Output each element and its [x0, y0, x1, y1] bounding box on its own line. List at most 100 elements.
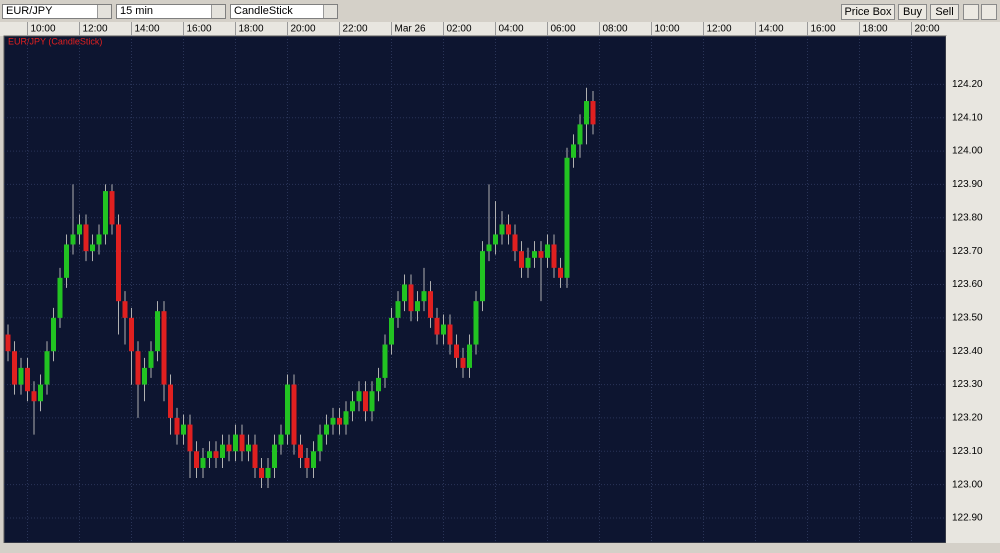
indicator-button[interactable] — [963, 4, 979, 20]
x-tick-label: 18:00 — [239, 24, 264, 35]
x-tick-label: 22:00 — [343, 24, 368, 35]
candle-body — [259, 467, 264, 478]
candle-body — [272, 444, 277, 468]
candle-body — [285, 384, 290, 435]
candle-body — [135, 351, 141, 385]
x-tick-label: 14:00 — [135, 24, 160, 35]
candle-body — [116, 224, 121, 302]
candle-body — [473, 301, 479, 345]
candle-body — [12, 351, 17, 385]
candle-body — [337, 417, 342, 425]
candle-body — [408, 284, 414, 312]
candle-body — [577, 124, 583, 145]
candle-body — [233, 434, 238, 452]
candle-body — [363, 391, 368, 412]
plot-area — [3, 35, 947, 544]
candle-body — [291, 384, 297, 445]
candle-body — [590, 101, 596, 125]
x-tick-label: 10:00 — [31, 24, 56, 35]
candle-body — [558, 267, 563, 278]
candle-body — [38, 384, 43, 402]
candle-body — [194, 451, 199, 468]
candle-body — [525, 257, 531, 268]
draw-button[interactable] — [981, 4, 997, 20]
candle-body — [278, 434, 284, 445]
candle-body — [382, 344, 388, 378]
scrollbar[interactable] — [0, 543, 1000, 553]
candle-body — [499, 224, 505, 235]
chart-title: EUR/JPY (CandleStick) — [8, 36, 102, 46]
x-tick-label: 12:00 — [707, 24, 732, 35]
candle-body — [109, 191, 115, 225]
candle-body — [148, 351, 154, 368]
buy-button[interactable]: Buy — [898, 4, 927, 20]
candle-body — [298, 444, 303, 458]
y-tick-label: 123.90 — [952, 179, 983, 190]
y-tick-label: 123.10 — [952, 446, 983, 457]
candle-body — [480, 251, 485, 302]
y-tick-label: 123.70 — [952, 246, 983, 257]
y-tick-label: 123.60 — [952, 279, 983, 290]
candle-body — [343, 411, 349, 425]
x-tick-label: 18:00 — [863, 24, 888, 35]
sell-button[interactable]: Sell — [930, 4, 959, 20]
x-tick-label: Mar 26 — [395, 24, 427, 35]
candle-body — [467, 344, 472, 368]
x-tick-label: 10:00 — [655, 24, 680, 35]
candle-body — [493, 234, 498, 245]
candle-body — [226, 444, 232, 452]
candle-body — [460, 357, 466, 368]
candle-body — [96, 234, 102, 245]
candle-body — [239, 434, 245, 452]
candle-body — [5, 334, 11, 352]
candle-body — [161, 311, 167, 385]
candle-body — [142, 367, 147, 385]
price-box-button[interactable]: Price Box — [841, 4, 895, 20]
x-tick-label: 16:00 — [187, 24, 212, 35]
candle-body — [512, 234, 518, 252]
candle-body — [252, 444, 258, 468]
y-tick-label: 124.10 — [952, 112, 983, 123]
price-axis-bg — [946, 36, 1000, 543]
candle-body — [304, 457, 310, 468]
candle-body — [486, 244, 492, 252]
symbol-select[interactable]: EUR/JPY — [2, 4, 112, 19]
candle-body — [428, 291, 433, 318]
x-tick-label: 02:00 — [447, 24, 472, 35]
candle-body — [454, 344, 459, 358]
candle-body — [83, 224, 89, 252]
chart-type-select[interactable]: CandleStick — [230, 4, 338, 19]
toolbar: EUR/JPY 15 min CandleStick Price Box Buy… — [0, 0, 1000, 23]
x-tick-label: 04:00 — [499, 24, 524, 35]
candle-body — [447, 324, 453, 345]
candle-body — [25, 367, 30, 392]
candle-body — [402, 284, 407, 302]
candle-body — [187, 424, 193, 452]
candle-body — [415, 301, 420, 312]
candle-body — [584, 101, 589, 125]
y-tick-label: 123.00 — [952, 479, 983, 490]
candle-body — [181, 424, 186, 435]
candle-body — [77, 224, 82, 235]
candle-body — [122, 301, 128, 318]
y-tick-label: 123.40 — [952, 346, 983, 357]
x-tick-label: 16:00 — [811, 24, 836, 35]
candle-body — [103, 191, 108, 235]
candle-body — [220, 444, 225, 458]
candle-body — [31, 391, 37, 402]
candle-body — [545, 244, 550, 258]
candle-body — [564, 157, 570, 278]
x-tick-label: 14:00 — [759, 24, 784, 35]
interval-select[interactable]: 15 min — [116, 4, 226, 19]
candle-body — [519, 251, 524, 268]
candle-body — [421, 291, 427, 302]
candle-body — [200, 457, 206, 468]
x-tick-label: 12:00 — [83, 24, 108, 35]
candle-body — [324, 424, 329, 435]
candle-body — [434, 317, 440, 335]
candle-body — [311, 451, 316, 468]
candle-body — [18, 367, 24, 385]
candle-body — [129, 317, 134, 352]
candle-body — [506, 224, 511, 235]
y-tick-label: 123.80 — [952, 212, 983, 223]
